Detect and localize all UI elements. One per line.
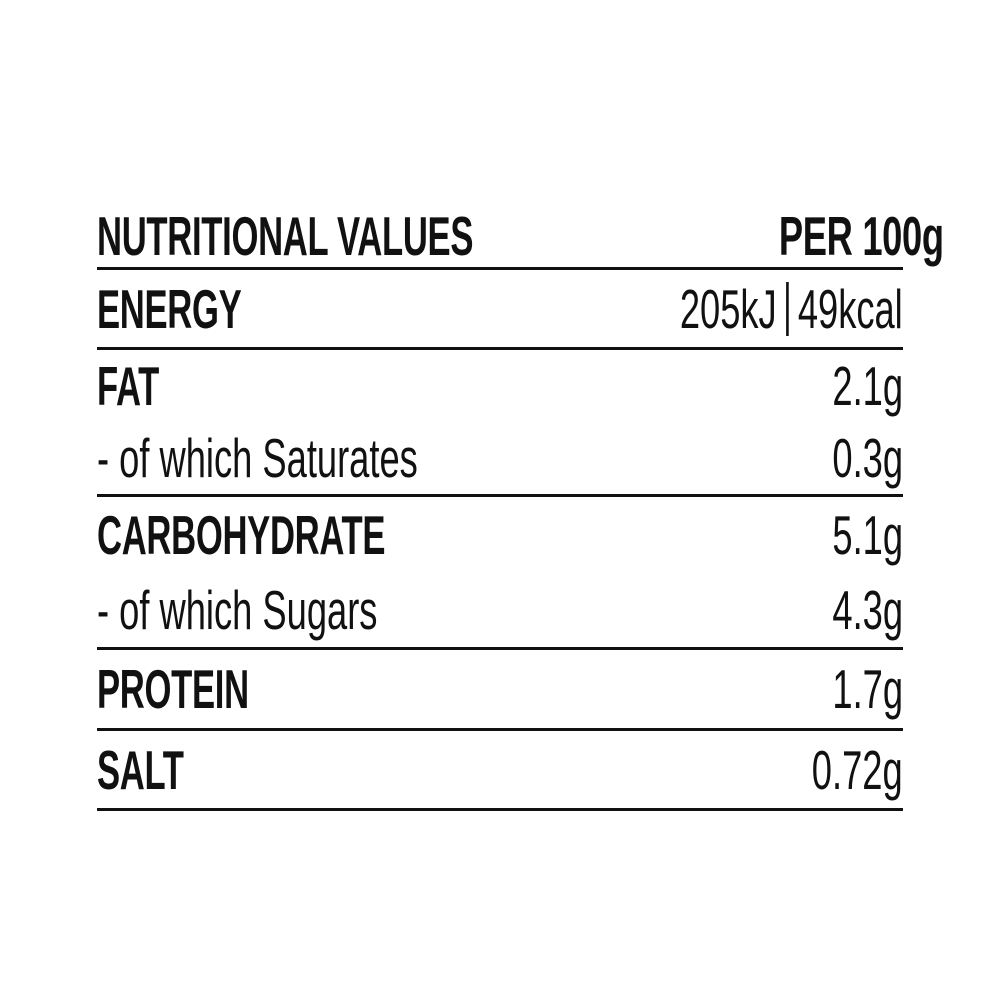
sugars-row: - of which Sugars 4.3g: [97, 572, 903, 647]
energy-label: ENERGY: [97, 277, 242, 340]
pipe-separator: [786, 281, 789, 336]
protein-row: PROTEIN 1.7g: [97, 650, 903, 728]
divider: [97, 347, 903, 350]
carbohydrate-value: 5.1g: [832, 503, 903, 566]
carbohydrate-row: CARBOHYDRATE 5.1g: [97, 497, 903, 572]
energy-kj-value: 205kJ: [680, 277, 777, 340]
table-title: NUTRITIONAL VALUES: [97, 205, 474, 267]
protein-value: 1.7g: [832, 658, 903, 720]
header-row: NUTRITIONAL VALUES PER 100g: [97, 205, 944, 267]
divider: [97, 267, 903, 270]
protein-label: PROTEIN: [97, 658, 249, 720]
fat-value: 2.1g: [832, 354, 903, 417]
saturates-value: 0.3g: [832, 426, 903, 489]
carbohydrate-label: CARBOHYDRATE: [97, 503, 386, 566]
fat-label: FAT: [97, 354, 159, 417]
salt-value: 0.72g: [812, 738, 903, 801]
energy-row: ENERGY 205kJ 49kcal: [97, 270, 903, 347]
divider: [97, 494, 903, 497]
divider: [97, 728, 903, 731]
salt-row: SALT 0.72g: [97, 731, 903, 808]
salt-label: SALT: [97, 738, 184, 801]
nutrition-label: NUTRITIONAL VALUES PER 100g ENERGY 205kJ…: [97, 205, 944, 811]
sugars-value: 4.3g: [832, 578, 903, 641]
saturates-row: - of which Saturates 0.3g: [97, 421, 903, 494]
energy-kcal-value: 49kcal: [798, 277, 903, 340]
saturates-label: - of which Saturates: [97, 426, 418, 489]
fat-row: FAT 2.1g: [97, 350, 903, 421]
divider: [97, 808, 903, 811]
per-100g-header: PER 100g: [778, 205, 944, 267]
sugars-label: - of which Sugars: [97, 578, 378, 641]
divider: [97, 647, 903, 650]
energy-values: 205kJ 49kcal: [680, 277, 903, 341]
